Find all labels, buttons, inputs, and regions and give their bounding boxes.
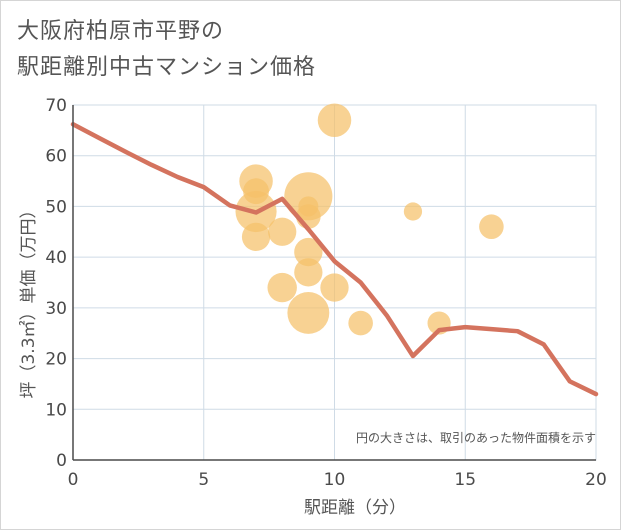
y-axis-title: 坪（3.3㎡）単価（万円） <box>19 201 39 398</box>
axes <box>72 105 596 461</box>
bubble-point <box>284 172 333 221</box>
bubble-size-note: 円の大きさは、取引のあった物件面積を示す <box>356 430 596 445</box>
chart-title-line-1: 大阪府柏原市平野の <box>17 19 225 44</box>
y-tick-label: 20 <box>45 350 67 370</box>
x-tick-label: 5 <box>198 470 209 490</box>
y-tick-label: 50 <box>45 197 67 217</box>
bubble-point <box>287 291 330 334</box>
y-tick-label: 70 <box>45 96 67 116</box>
bubble-point <box>241 222 271 252</box>
y-tick-label: 60 <box>45 147 67 167</box>
y-tick-label: 10 <box>45 400 67 420</box>
tick-labels: 0 5 10 15 20 0 10 20 30 40 50 60 70 <box>45 96 606 490</box>
chart-title-line-2: 駅距離別中古マンション価格 <box>17 55 317 80</box>
x-tick-label: 15 <box>454 470 476 490</box>
bubble-point <box>320 273 349 302</box>
bubble-point <box>294 237 323 267</box>
bubble-point <box>403 202 423 221</box>
chart-title: 大阪府柏原市平野の 駅距離別中古マンション価格 <box>17 14 316 86</box>
y-tick-label: 0 <box>56 451 67 471</box>
line-series <box>70 122 599 397</box>
x-tick-label: 10 <box>324 470 346 490</box>
bubble-point <box>267 272 297 303</box>
x-tick-label: 20 <box>585 470 607 490</box>
x-tick-label: 0 <box>68 470 79 490</box>
bubble-point <box>317 103 352 137</box>
bubble-point <box>479 214 504 240</box>
bubble-series <box>235 103 504 336</box>
y-tick-label: 30 <box>45 299 67 319</box>
y-tick-label: 40 <box>45 248 67 268</box>
average-price-line <box>70 122 599 397</box>
bubble-point <box>268 217 297 246</box>
bubble-point <box>348 310 373 336</box>
bubble-point <box>294 258 323 287</box>
x-axis-title: 駅距離（分） <box>304 498 406 518</box>
